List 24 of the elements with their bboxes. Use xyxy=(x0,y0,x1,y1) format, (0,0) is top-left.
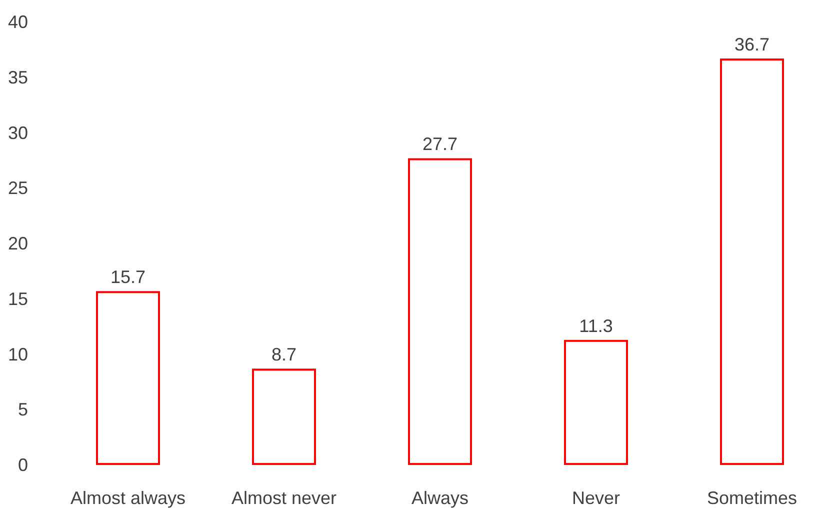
x-tick-label: Sometimes xyxy=(706,488,798,508)
x-tick-label: Never xyxy=(572,488,620,508)
bar xyxy=(720,58,784,465)
data-label: 11.3 xyxy=(579,316,613,336)
x-tick-label: Almost always xyxy=(70,488,186,508)
bar xyxy=(408,158,472,465)
y-tick-label: 40 xyxy=(8,12,28,32)
bar xyxy=(252,368,316,465)
x-tick-label: Almost never xyxy=(231,488,337,508)
y-tick-label: 0 xyxy=(18,455,28,475)
y-tick-label: 10 xyxy=(8,344,28,364)
y-tick-label: 35 xyxy=(8,67,28,88)
y-tick-label: 5 xyxy=(18,400,28,420)
bar xyxy=(96,291,160,465)
data-label: 15.7 xyxy=(110,267,146,288)
data-label: 36.7 xyxy=(734,34,770,55)
bar xyxy=(564,340,628,465)
y-tick-label: 20 xyxy=(8,234,28,254)
data-label: 27.7 xyxy=(422,134,458,154)
x-tick-label: Always xyxy=(411,488,469,508)
data-label: 8.7 xyxy=(271,344,297,365)
y-tick-label: 25 xyxy=(8,178,28,198)
y-tick-label: 30 xyxy=(8,122,28,143)
y-tick-label: 15 xyxy=(8,288,28,309)
